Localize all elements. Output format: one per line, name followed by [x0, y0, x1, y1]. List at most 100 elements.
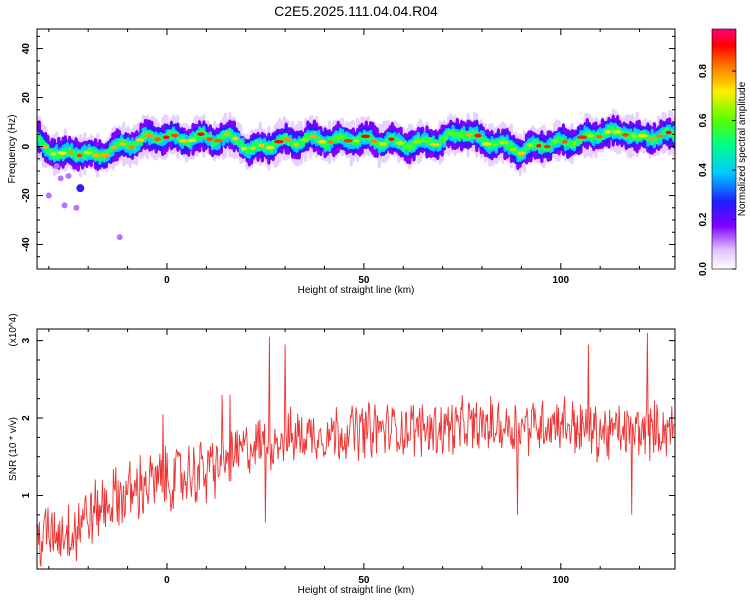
colorbar-ticks: 0.0 0.2 0.4 0.6 0.8: [698, 64, 736, 276]
spectrogram-peak: [57, 151, 67, 155]
spectrogram-blob: [116, 234, 123, 241]
spectrogram-ridge-cell: [438, 140, 442, 149]
spectrogram-peak: [334, 135, 345, 140]
spectrogram-peak: [404, 145, 414, 149]
spectrogram-marks: [37, 108, 675, 241]
snr-multiplier-label: (x10^4): [8, 313, 19, 346]
spectrogram-peak: [232, 136, 239, 141]
spectrogram-peak: [317, 140, 327, 144]
spectrogram-peak: [378, 142, 388, 146]
spectrogram-peak: [388, 137, 395, 141]
spectrogram-peak: [258, 143, 265, 148]
spectrogram-peak: [283, 137, 292, 142]
spectrogram-peak: [481, 142, 492, 146]
spectrogram-peak: [587, 133, 594, 138]
spectrogram-blob: [76, 184, 85, 193]
spectrogram-peak: [213, 138, 223, 143]
spectrogram-frame: [36, 28, 676, 270]
spectrogram-peak: [570, 141, 577, 146]
colorbar-tick-label: 0.8: [698, 64, 709, 78]
snr-x-tick-label: 100: [552, 575, 569, 586]
spectrogram-peak: [41, 145, 49, 149]
snr-series-line: [37, 332, 675, 567]
snr-frame: [36, 328, 676, 570]
spectrogram-peak: [474, 133, 482, 138]
spectrogram-peak: [343, 138, 353, 143]
colorbar-tick-label: 0.0: [698, 262, 709, 276]
snr-ticks: 0 50 100 1 2 3: [21, 329, 675, 586]
spectrogram-y-tick-label: 0: [21, 143, 32, 149]
spectrogram-x-tick-label: 100: [552, 275, 569, 286]
colorbar-label: Normalized spectral amplitude: [737, 81, 748, 216]
spectrogram-peak: [162, 135, 170, 140]
spectrogram-peak: [353, 139, 360, 143]
spectrogram-x-tick-label: 0: [164, 275, 170, 286]
spectrogram-peak: [457, 133, 464, 138]
spectrogram-peak: [439, 136, 448, 141]
spectrogram-peak: [509, 147, 517, 152]
spectrogram-y-axis-title: Frequency (Hz): [7, 115, 18, 184]
spectrogram-peak: [596, 134, 603, 139]
figure-title: C2E5.2025.111.04.04.R04: [274, 3, 438, 19]
spectrogram-peak: [360, 134, 371, 139]
colorbar-tick-label: 0.4: [698, 163, 709, 177]
spectrogram-peak: [612, 130, 622, 134]
spectrogram-peak: [621, 133, 629, 137]
spectrogram-peak: [577, 135, 588, 139]
spectrogram-y-tick-label: -40: [21, 237, 32, 252]
spectrogram-peak: [665, 130, 672, 135]
spectrogram-x-axis-title: Height of straight line (km): [298, 285, 415, 296]
spectrogram-peak: [249, 146, 256, 150]
spectrogram-panel: 0 50 100 40 20 0 -20 -40 Height of straight lin…: [7, 28, 676, 296]
spectrogram-peak: [119, 142, 127, 146]
spectrogram-ticks: 0 50 100 40 20 0 -20 -40: [21, 29, 675, 286]
spectrogram-peak: [536, 144, 542, 148]
spectrogram-blob: [45, 192, 52, 199]
spectrogram-peak: [499, 140, 509, 145]
spectrogram-y-tick-label: 20: [21, 92, 32, 104]
spectrogram-blob: [53, 163, 60, 170]
spectrogram-peak: [517, 151, 526, 156]
spectrogram-peak: [92, 153, 102, 157]
spectrogram-peak: [50, 152, 57, 156]
spectrogram-peak: [197, 132, 205, 136]
spectrogram-peak: [83, 150, 93, 155]
spectrogram-peak: [68, 150, 74, 154]
spectrogram-blob: [73, 204, 80, 211]
spectrogram-peak: [241, 146, 248, 151]
spectrogram-peak: [604, 130, 612, 134]
spectrogram-ridge-cell: [672, 131, 675, 141]
snr-marks: [37, 332, 675, 567]
spectrogram-peak: [544, 144, 551, 149]
spectrogram-peak: [154, 137, 162, 141]
spectrogram-peak: [637, 133, 648, 138]
spectrogram-peak: [447, 132, 457, 136]
spectrogram-peak: [370, 139, 378, 143]
spectrogram-peak: [187, 138, 197, 143]
spectrogram-peak: [293, 142, 299, 147]
spectrogram-peak: [395, 141, 405, 145]
spectrogram-peak: [143, 133, 154, 138]
spectrogram-peak: [648, 136, 655, 141]
snr-y-tick-label: 3: [21, 337, 32, 343]
colorbar-gradient: [711, 28, 737, 270]
spectrogram-peak: [100, 153, 111, 158]
spectrogram-blob: [65, 172, 72, 179]
spectrogram-peak: [274, 139, 284, 144]
spectrogram-peak: [631, 134, 637, 138]
snr-y-axis-title: SNR (10 * v/v): [8, 417, 19, 481]
spectrogram-y-tick-label: -20: [21, 188, 32, 203]
spectrogram-peak: [527, 143, 533, 147]
snr-x-tick-label: 50: [358, 575, 370, 586]
colorbar-tick-label: 0.2: [698, 212, 709, 226]
spectrogram-x-tick-label: 50: [358, 275, 370, 286]
spectrogram-peak: [76, 153, 83, 158]
spectrogram-peak: [421, 138, 431, 143]
spectrogram-peak: [429, 142, 440, 147]
spectrogram-peak: [328, 140, 334, 144]
spectrogram-peak: [465, 132, 473, 137]
colorbar: 0.0 0.2 0.4 0.6 0.8 Normalized spectral ampl…: [698, 28, 748, 276]
spectrogram-blob: [61, 202, 68, 209]
spectrogram-peak: [224, 132, 230, 137]
